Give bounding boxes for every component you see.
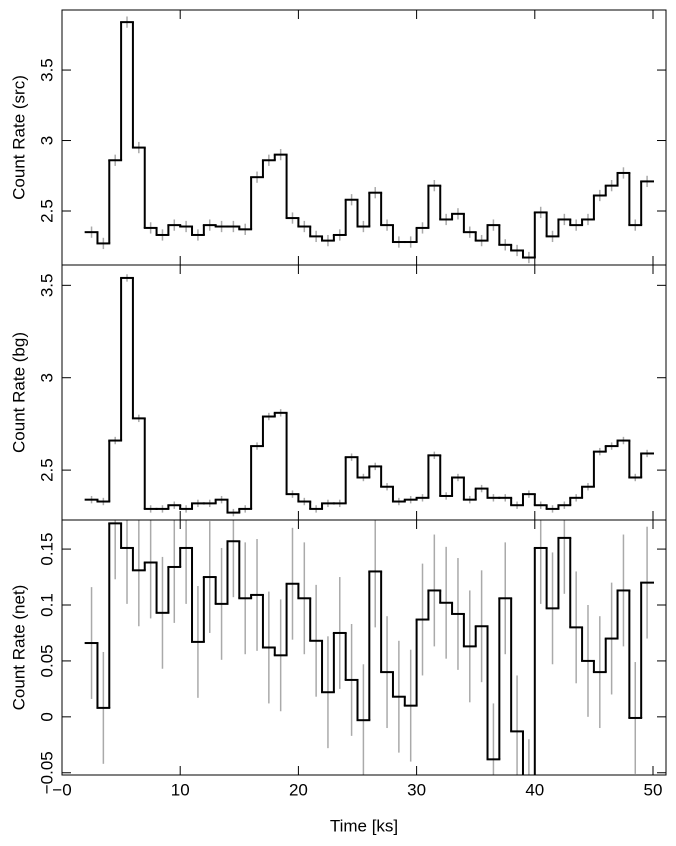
- x-tick-label: 50: [644, 780, 663, 799]
- y-tick-label: 3.5: [37, 274, 56, 298]
- y-tick-label: 0.05: [37, 644, 56, 677]
- x-tick-label: 30: [407, 780, 426, 799]
- y-tick-label: 0: [37, 712, 56, 721]
- x-tick-label: 20: [289, 780, 308, 799]
- y-tick-label: 0.1: [37, 593, 56, 617]
- panel: [84, 520, 654, 775]
- y-tick-label: 2.5: [37, 199, 56, 223]
- panel: [84, 16, 654, 264]
- y-tick-label: −0.05: [37, 751, 56, 794]
- x-tick-label: 10: [171, 780, 190, 799]
- y-tick-label: 3: [37, 373, 56, 382]
- y-tick-label: 0.15: [37, 533, 56, 566]
- frame: [61, 264, 667, 521]
- y-axis-label: Count Rate (bg): [9, 332, 28, 453]
- y-tick-label: 3.5: [37, 58, 56, 82]
- frame: [61, 519, 667, 776]
- panel: [84, 274, 654, 517]
- y-tick-label: 2.5: [37, 458, 56, 482]
- y-tick-label: 3: [37, 136, 56, 145]
- x-axis-label: Time [ks]: [330, 816, 398, 835]
- y-axis-label: Count Rate (net): [9, 585, 28, 711]
- y-axis-label: Count Rate (src): [9, 75, 28, 200]
- x-tick-label: 40: [525, 780, 544, 799]
- x-tick-label: −0: [52, 780, 71, 799]
